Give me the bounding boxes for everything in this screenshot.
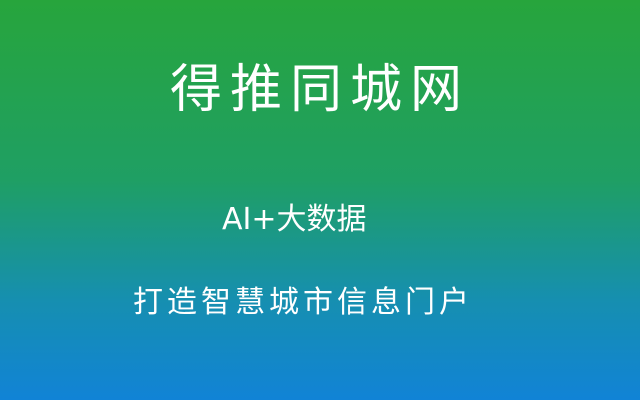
tagline: 打造智慧城市信息门户 xyxy=(133,285,473,320)
subtitle-ai-big-data: AI+大数据 xyxy=(222,202,367,237)
site-title: 得推同城网 xyxy=(169,60,470,120)
